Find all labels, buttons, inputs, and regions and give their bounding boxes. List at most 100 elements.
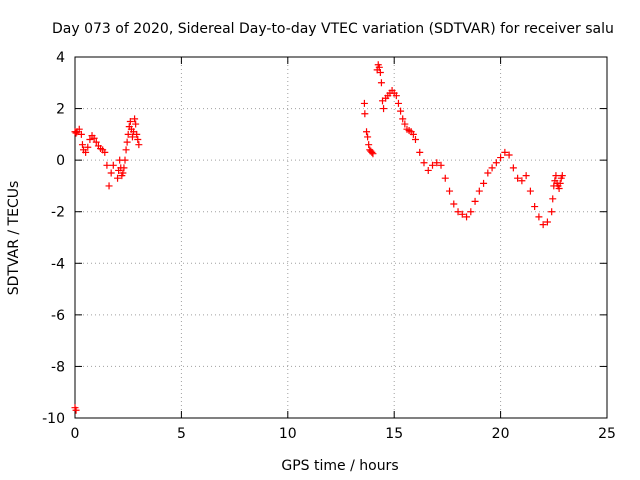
data-point [363, 128, 371, 136]
data-point [84, 143, 92, 151]
data-point [458, 210, 466, 218]
y-tick-label: 0 [56, 153, 65, 169]
y-axis-label: SDTVAR / TECUs [6, 181, 22, 296]
data-point [377, 79, 385, 87]
data-point [535, 213, 543, 221]
data-point [552, 172, 560, 180]
data-point [526, 187, 534, 195]
data-point [463, 213, 471, 221]
data-point [416, 148, 424, 156]
x-axis-label: GPS time / hours [281, 458, 398, 474]
y-tick-label: 2 [56, 102, 65, 118]
data-point [492, 159, 500, 167]
axis-ticks: 0 5 10 15 20 25 -10 -8 -6 -4 -2 0 2 4 [42, 50, 616, 442]
data-point [105, 182, 113, 190]
data-point [420, 159, 428, 167]
data-point [409, 130, 417, 138]
data-point [429, 161, 437, 169]
y-tick-label: -2 [51, 205, 65, 221]
data-point [488, 164, 496, 172]
data-point [497, 154, 505, 162]
data-point [124, 130, 132, 138]
data-point [78, 141, 86, 149]
data-point [101, 148, 109, 156]
data-point [411, 136, 419, 144]
data-point [123, 138, 131, 146]
data-point [433, 159, 441, 167]
data-point [77, 130, 85, 138]
data-point [126, 117, 134, 125]
data-point [484, 169, 492, 177]
data-point [119, 169, 127, 177]
data-point [475, 187, 483, 195]
x-tick-label: 10 [279, 426, 297, 442]
data-point [509, 164, 517, 172]
data-point [92, 138, 100, 146]
data-point [135, 141, 143, 149]
data-point [134, 136, 142, 144]
data-point [522, 172, 530, 180]
data-point [75, 125, 83, 133]
x-tick-label: 25 [598, 426, 616, 442]
data-point [514, 174, 522, 182]
data-point [454, 208, 462, 216]
data-point [82, 148, 90, 156]
data-point [109, 161, 117, 169]
data-point [471, 197, 479, 205]
data-point [364, 133, 372, 141]
data-point [399, 115, 407, 123]
x-tick-label: 5 [177, 426, 186, 442]
x-tick-label: 20 [492, 426, 510, 442]
data-point [501, 148, 509, 156]
data-points [71, 61, 566, 414]
grid [75, 57, 607, 418]
data-point [441, 174, 449, 182]
data-point [446, 187, 454, 195]
data-point [133, 130, 141, 138]
data-point [365, 141, 373, 149]
data-point [394, 99, 402, 107]
data-point [131, 115, 139, 123]
y-tick-label: -8 [51, 359, 65, 375]
data-point [558, 172, 566, 180]
y-tick-label: -10 [42, 411, 65, 427]
plot-area-border [74, 56, 608, 419]
x-tick-label: 0 [71, 426, 80, 442]
data-point [361, 110, 369, 118]
data-point [450, 200, 458, 208]
chart-title: Day 073 of 2020, Sidereal Day-to-day VTE… [52, 21, 614, 37]
data-point [549, 195, 557, 203]
data-point [86, 136, 94, 144]
data-point [72, 129, 80, 137]
data-point [122, 146, 130, 154]
data-point [375, 63, 383, 71]
data-point [103, 161, 111, 169]
data-point [128, 133, 136, 141]
y-tick-label: 4 [56, 50, 65, 66]
data-point [360, 99, 368, 107]
y-tick-label: -4 [51, 256, 65, 272]
data-point [90, 134, 98, 142]
data-point [467, 208, 475, 216]
data-point [539, 221, 547, 229]
data-point [505, 151, 513, 159]
data-point [114, 174, 122, 182]
data-point [518, 177, 526, 185]
x-tick-label: 15 [385, 426, 403, 442]
data-point [368, 148, 376, 156]
data-point [437, 161, 445, 169]
y-tick-label: -6 [51, 308, 65, 324]
data-point [107, 169, 115, 177]
data-point [392, 92, 400, 100]
data-point [531, 203, 539, 211]
data-point [397, 107, 405, 115]
data-point [424, 166, 432, 174]
data-point [380, 105, 388, 113]
data-point [376, 68, 384, 76]
data-point [401, 120, 409, 128]
data-point [480, 179, 488, 187]
data-point [548, 208, 556, 216]
data-point [132, 120, 140, 128]
data-point [369, 150, 377, 158]
